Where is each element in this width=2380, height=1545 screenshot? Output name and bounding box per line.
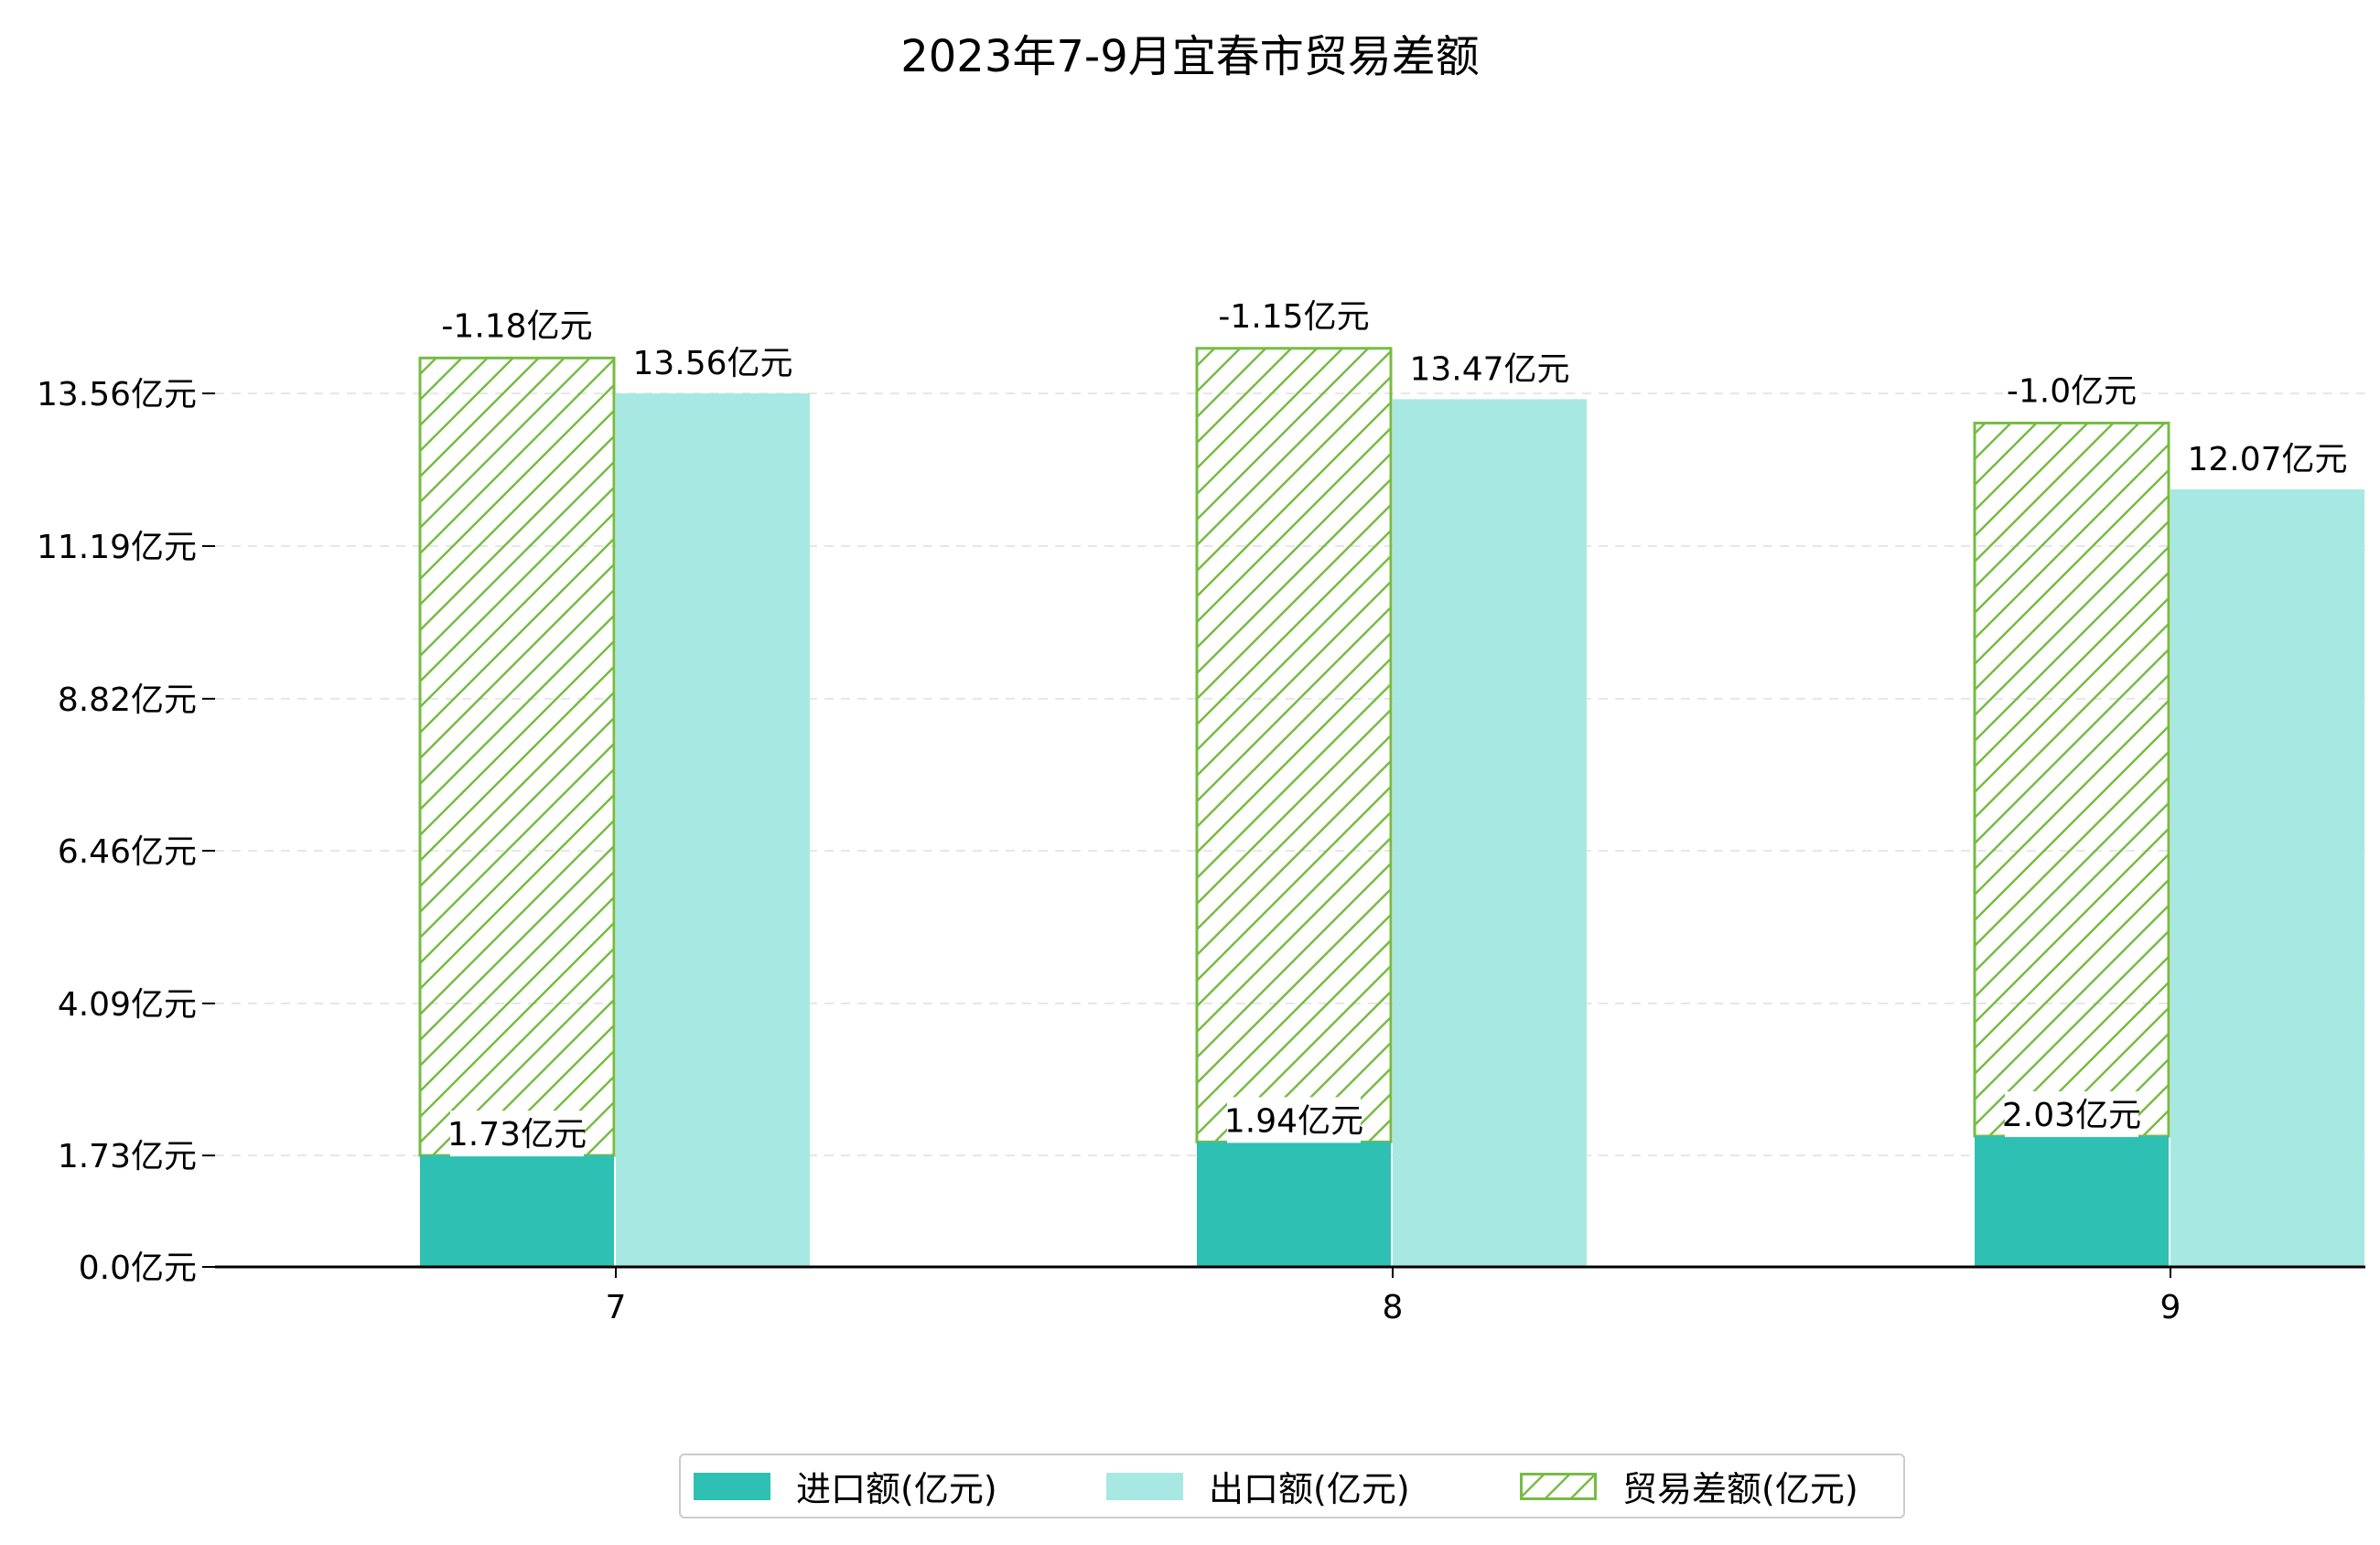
- bar-export: [616, 393, 810, 1267]
- bar-balance: [418, 356, 616, 1157]
- legend-label-balance: 贸易差额(亿元): [1622, 1469, 1858, 1509]
- data-label-import-bg: [450, 1110, 584, 1157]
- bar-balance: [1195, 347, 1393, 1143]
- data-label-import-bg: [2005, 1091, 2138, 1138]
- data-label-import: 1.73亿元: [447, 1116, 587, 1153]
- y-tick-label: 4.09亿元: [58, 986, 197, 1024]
- x-tick-label: 9: [2160, 1289, 2181, 1326]
- data-label-balance-bg: [440, 302, 594, 349]
- data-label-import: 1.94亿元: [1224, 1102, 1363, 1140]
- y-tick-label: 1.73亿元: [58, 1138, 197, 1175]
- data-label-export: 12.07亿元: [2187, 441, 2347, 478]
- x-tick-label: 8: [1383, 1289, 1404, 1326]
- bar-import: [420, 1155, 614, 1267]
- legend-item-export: 出口额(亿元): [1106, 1455, 1410, 1517]
- legend-label-import: 进口额(亿元): [796, 1469, 997, 1509]
- legend-item-balance: 贸易差额(亿元): [1520, 1455, 1858, 1517]
- legend-item-import: 进口额(亿元): [694, 1455, 997, 1517]
- data-label-balance-bg: [1217, 292, 1371, 338]
- x-tick-label: 7: [606, 1289, 627, 1326]
- bar-import: [1975, 1136, 2169, 1267]
- data-label-export-bg: [636, 339, 790, 386]
- y-tick-label: 0.0亿元: [79, 1250, 197, 1287]
- y-tick-label: 6.46亿元: [58, 833, 197, 871]
- bar-balance: [1973, 421, 2170, 1138]
- data-label-balance: -1.15亿元: [1218, 298, 1369, 336]
- legend: 进口额(亿元) 出口额(亿元) 贸易差额(亿元): [679, 1454, 1905, 1518]
- chart-title: 2023年7-9月宜春市贸易差额: [900, 31, 1480, 82]
- data-label-export: 13.47亿元: [1409, 350, 1569, 388]
- data-label-export-bg: [1413, 345, 1567, 392]
- legend-label-export: 出口额(亿元): [1209, 1469, 1410, 1509]
- y-tick-label: 13.56亿元: [37, 376, 197, 413]
- y-tick-label: 11.19亿元: [37, 529, 197, 566]
- data-label-balance: -1.18亿元: [441, 307, 592, 345]
- bar-export: [2170, 489, 2364, 1267]
- legend-swatch-export: [1106, 1472, 1183, 1500]
- legend-swatch-balance: [1520, 1472, 1597, 1500]
- data-label-export-bg: [2191, 435, 2344, 482]
- data-label-balance: -1.0亿元: [2007, 372, 2137, 410]
- y-tick-label: 8.82亿元: [58, 681, 197, 719]
- data-label-balance-bg: [2005, 367, 2138, 413]
- legend-swatch-import: [694, 1472, 770, 1500]
- bar-export: [1393, 399, 1587, 1267]
- data-label-export: 13.56亿元: [632, 345, 792, 382]
- data-label-import-bg: [1227, 1097, 1361, 1143]
- bar-import: [1197, 1142, 1391, 1267]
- data-label-import: 2.03亿元: [2002, 1097, 2141, 1134]
